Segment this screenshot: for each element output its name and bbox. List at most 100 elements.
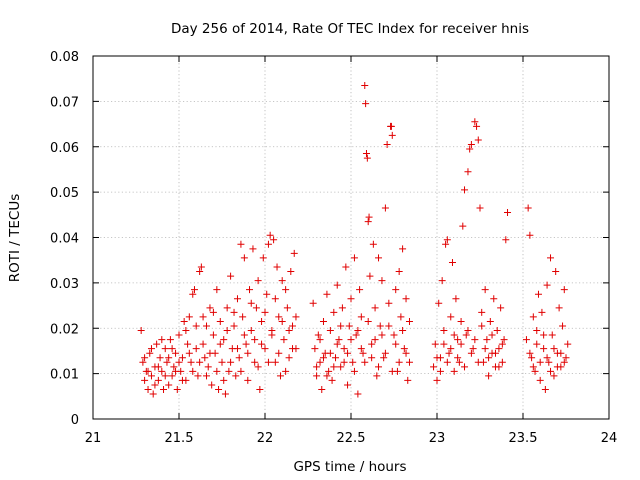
data-point — [192, 345, 200, 353]
data-point — [478, 308, 486, 316]
data-point — [433, 376, 441, 384]
data-point — [529, 363, 537, 371]
data-point — [454, 336, 462, 344]
data-point — [464, 327, 472, 335]
data-point — [275, 313, 283, 321]
data-point — [254, 277, 262, 285]
data-point — [452, 295, 460, 303]
data-point — [218, 358, 226, 366]
data-point — [450, 367, 458, 375]
data-point — [555, 304, 563, 312]
data-point — [485, 354, 493, 362]
data-point — [216, 340, 224, 348]
data-point — [239, 313, 247, 321]
data-point — [323, 290, 331, 298]
data-point — [365, 213, 373, 221]
data-point — [538, 308, 546, 316]
data-point — [536, 358, 544, 366]
data-point — [278, 317, 286, 325]
data-point — [161, 345, 169, 353]
data-point — [430, 363, 438, 371]
plot-frame — [92, 55, 610, 420]
data-point — [197, 263, 205, 271]
data-point — [251, 336, 259, 344]
data-point — [500, 336, 508, 344]
data-point — [552, 268, 560, 276]
data-point — [247, 299, 255, 307]
data-point — [180, 317, 188, 325]
data-point — [166, 336, 174, 344]
data-point — [290, 249, 298, 257]
data-point — [227, 358, 235, 366]
data-point — [285, 327, 293, 335]
data-point — [168, 345, 176, 353]
data-point — [340, 358, 348, 366]
data-point — [223, 327, 231, 335]
data-point — [559, 322, 567, 330]
data-point — [175, 331, 183, 339]
data-point — [476, 204, 484, 212]
data-point — [249, 245, 257, 253]
data-point — [163, 358, 171, 366]
data-point — [457, 340, 465, 348]
data-point — [392, 340, 400, 348]
data-point — [333, 281, 341, 289]
data-point — [562, 354, 570, 362]
data-point — [385, 299, 393, 307]
data-point — [326, 349, 334, 357]
data-points — [137, 81, 572, 398]
data-point — [189, 367, 197, 375]
data-point — [165, 381, 173, 389]
data-point — [467, 140, 475, 148]
data-point — [498, 340, 506, 348]
data-point — [436, 367, 444, 375]
data-point — [237, 367, 245, 375]
y-tick-label: 0.06 — [50, 141, 79, 156]
data-point — [376, 322, 384, 330]
data-point — [203, 322, 211, 330]
data-point — [230, 308, 238, 316]
data-point — [190, 286, 198, 294]
data-point — [168, 372, 176, 380]
data-point — [246, 286, 254, 294]
data-point — [209, 308, 217, 316]
data-point — [375, 363, 383, 371]
data-point — [187, 358, 195, 366]
data-point — [139, 358, 147, 366]
data-point — [271, 295, 279, 303]
data-point — [560, 286, 568, 294]
data-point — [440, 327, 448, 335]
data-point — [550, 372, 558, 380]
data-point — [213, 286, 221, 294]
data-point — [233, 345, 241, 353]
data-point — [199, 313, 207, 321]
data-point — [526, 231, 534, 239]
data-point — [335, 336, 343, 344]
data-point — [497, 304, 505, 312]
data-point — [254, 363, 262, 371]
data-point — [282, 367, 290, 375]
data-point — [495, 363, 503, 371]
data-point — [270, 236, 278, 244]
data-point — [443, 236, 451, 244]
data-point — [221, 390, 229, 398]
data-point — [553, 363, 561, 371]
data-point — [313, 372, 321, 380]
data-point — [240, 254, 248, 262]
data-point — [285, 354, 293, 362]
data-point — [173, 386, 181, 394]
data-point — [182, 327, 190, 335]
data-point — [144, 367, 152, 375]
data-point — [251, 358, 259, 366]
data-point — [287, 268, 295, 276]
data-point — [268, 327, 276, 335]
data-point — [283, 304, 291, 312]
data-point — [378, 331, 386, 339]
data-point — [240, 331, 248, 339]
data-point — [220, 376, 228, 384]
data-point — [261, 308, 269, 316]
data-point — [390, 331, 398, 339]
data-point — [316, 336, 324, 344]
data-point — [292, 313, 300, 321]
